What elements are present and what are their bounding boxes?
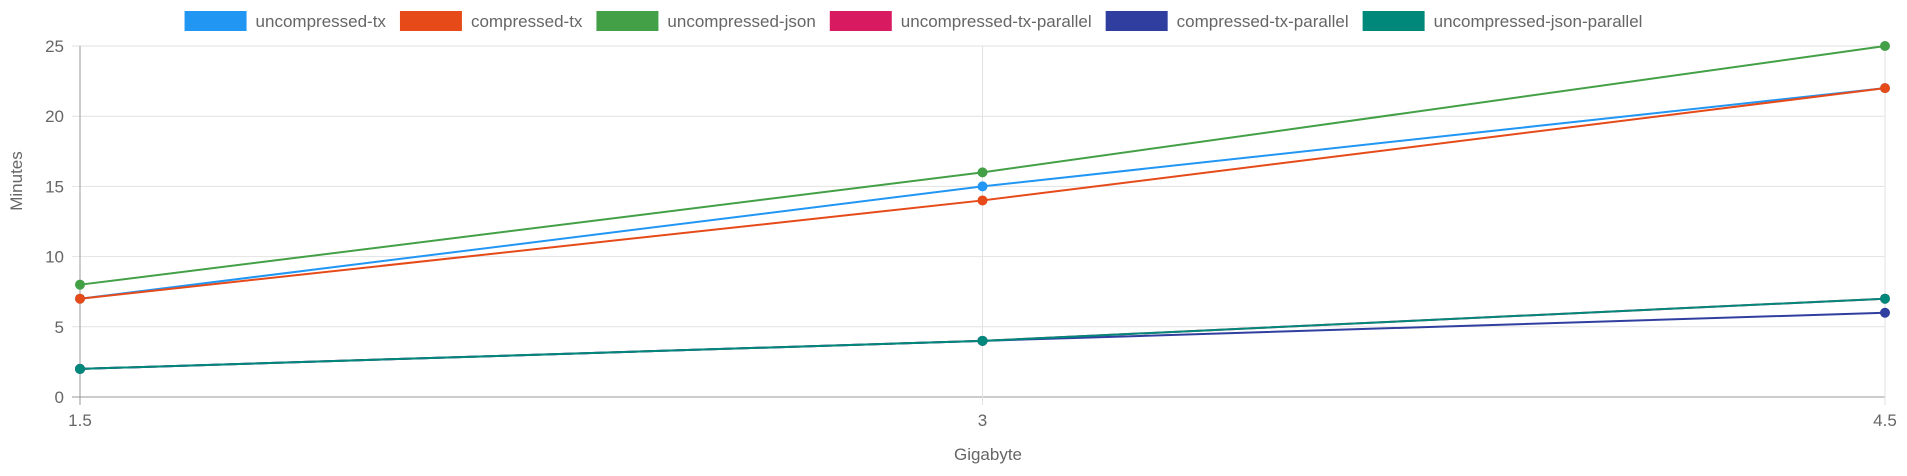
legend-label: uncompressed-tx <box>256 12 387 31</box>
data-point-compressed-tx <box>75 293 85 304</box>
legend-item-compressed-tx: compressed-tx <box>399 11 583 31</box>
y-tick-label: 20 <box>45 107 64 126</box>
legend-swatch <box>596 11 659 31</box>
y-axis-title: Minutes <box>7 151 26 211</box>
data-point-uncompressed-json <box>1880 41 1890 51</box>
legend: uncompressed-tx compressed-tx uncompressed… <box>184 11 1643 31</box>
y-tick-label: 0 <box>55 388 64 407</box>
data-point-compressed-tx <box>977 195 988 206</box>
y-tick-label: 10 <box>45 248 64 267</box>
legend-label: compressed-tx-parallel <box>1177 12 1349 31</box>
data-point-uncompressed-json-parallel <box>75 363 85 374</box>
legend-item-uncompressed-json: uncompressed-json <box>596 11 816 31</box>
x-tick-label: 1.5 <box>68 411 92 430</box>
legend-item-uncompressed-tx: uncompressed-tx <box>184 11 387 31</box>
axes: 0 5 10 15 20 25 1.5 3 4.5 <box>45 37 1897 430</box>
legend-swatch <box>1105 11 1168 31</box>
data-point-uncompressed-json-parallel <box>977 335 988 346</box>
legend-label: uncompressed-tx-parallel <box>901 12 1092 31</box>
legend-item-uncompressed-json-parallel: uncompressed-json-parallel <box>1362 11 1643 31</box>
y-tick-label: 25 <box>45 37 64 56</box>
legend-item-uncompressed-tx-parallel: uncompressed-tx-parallel <box>829 11 1092 31</box>
data-point-compressed-tx-parallel <box>1880 307 1890 318</box>
x-tick-label: 4.5 <box>1873 411 1897 430</box>
y-tick-label: 15 <box>45 177 64 196</box>
x-axis-title: Gigabyte <box>954 445 1022 464</box>
series-points <box>75 41 1890 374</box>
legend-swatch <box>399 11 462 31</box>
legend-label: uncompressed-json <box>667 12 815 31</box>
x-tick-label: 3 <box>978 411 987 430</box>
legend-swatch <box>1362 11 1425 31</box>
legend-swatch <box>829 11 892 31</box>
legend-label: compressed-tx <box>471 12 583 31</box>
data-point-compressed-tx <box>1880 83 1890 94</box>
legend-item-compressed-tx-parallel: compressed-tx-parallel <box>1105 11 1349 31</box>
data-point-uncompressed-json-parallel <box>1880 293 1890 304</box>
legend-swatch <box>184 11 247 31</box>
y-tick-label: 5 <box>55 318 64 337</box>
data-point-uncompressed-tx <box>977 181 988 192</box>
data-point-uncompressed-json <box>75 279 85 290</box>
grid <box>72 45 1886 405</box>
legend-label: uncompressed-json-parallel <box>1434 12 1643 31</box>
data-point-uncompressed-json <box>977 167 988 178</box>
